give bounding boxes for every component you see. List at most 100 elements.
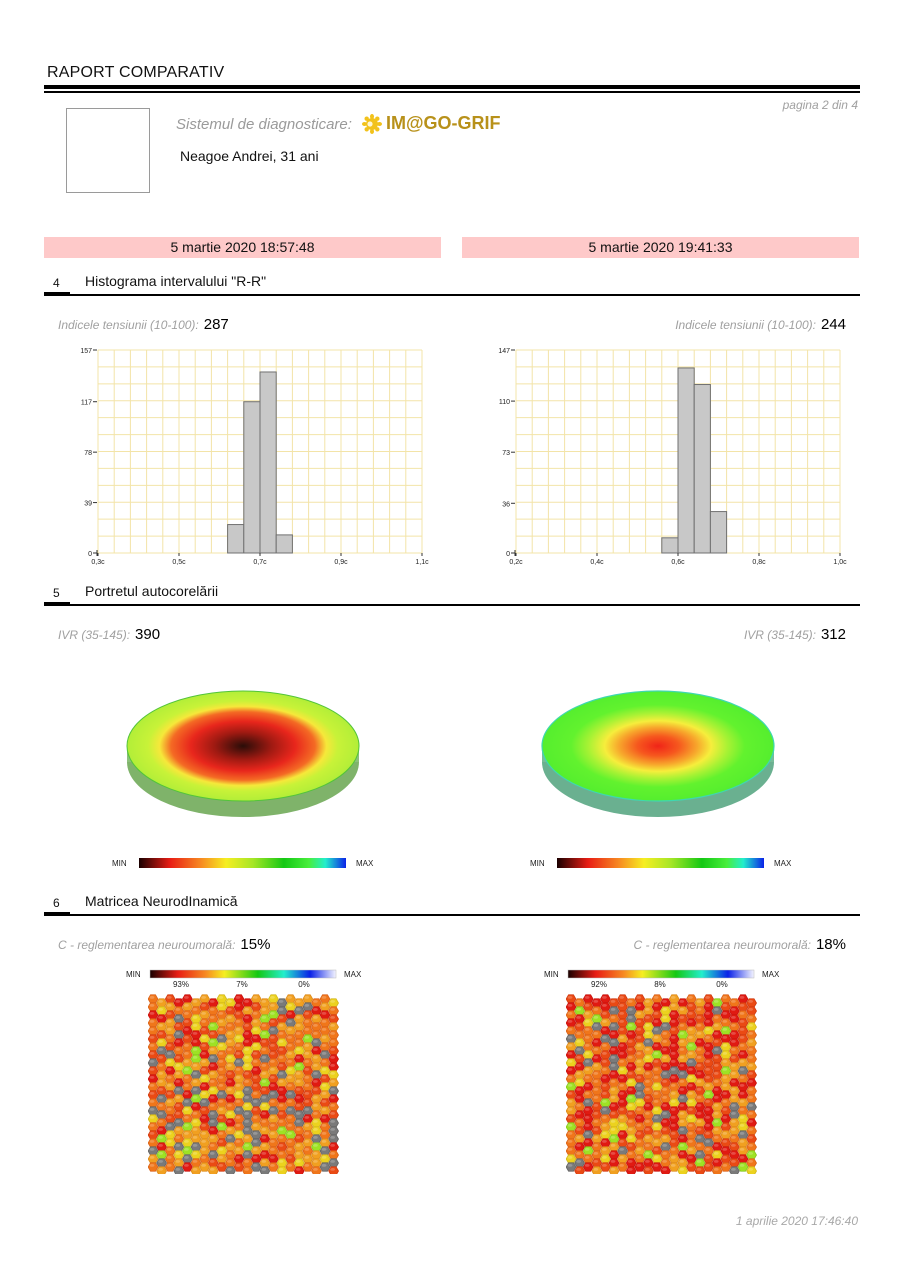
matrix-cell-highlight <box>218 1012 224 1015</box>
matrix-cell-highlight <box>567 1068 573 1071</box>
matrix-cell <box>677 1134 689 1144</box>
matrix-cell-highlight <box>287 1012 292 1015</box>
matrix-cell-highlight <box>313 1096 318 1099</box>
matrix-cell <box>591 1070 603 1080</box>
matrix-cell <box>643 1046 654 1056</box>
matrix-cell <box>617 1066 628 1076</box>
matrix-cell <box>328 1118 339 1128</box>
matrix-cell <box>302 1002 314 1012</box>
matrix-cell <box>600 1066 611 1076</box>
matrix-cell-highlight <box>584 1004 590 1007</box>
matrix-cell-highlight <box>149 996 155 999</box>
matrix-cell-highlight <box>688 1044 693 1047</box>
matrix-cell-highlight <box>748 1080 753 1083</box>
matrix-cell <box>677 1014 689 1024</box>
matrix-cell-highlight <box>679 1032 685 1035</box>
matrix-cell <box>694 1046 706 1056</box>
matrix-cell-highlight <box>610 1032 616 1035</box>
matrix-cell-highlight <box>696 1112 702 1115</box>
matrix-cell-highlight <box>313 1000 318 1003</box>
matrix-cell <box>225 1054 236 1064</box>
matrix-cell <box>566 1010 577 1020</box>
matrix-cell <box>694 1118 706 1128</box>
matrix-cell <box>600 1130 611 1140</box>
matrix-cell-highlight <box>722 1004 728 1007</box>
matrix-cell <box>625 1166 637 1174</box>
matrix-cell-highlight <box>330 1016 335 1019</box>
x-tick-label: 0,2c <box>509 559 523 566</box>
matrix-cell-highlight <box>602 1036 607 1039</box>
matrix-cell-highlight <box>158 1160 163 1163</box>
matrix-cell-highlight <box>688 1164 693 1167</box>
matrix-cell-highlight <box>321 1084 327 1087</box>
matrix-cell-highlight <box>688 1084 693 1087</box>
matrix-cell-highlight <box>636 1076 642 1079</box>
matrix-cell <box>582 1010 594 1020</box>
matrix-cell-highlight <box>567 1012 573 1015</box>
matrix-cell <box>711 1142 723 1152</box>
matrix-cell <box>182 1122 193 1132</box>
matrix-cell-highlight <box>713 1048 719 1051</box>
matrix-cell <box>302 1082 314 1092</box>
matrix-cell <box>259 1086 271 1096</box>
matrix-cell <box>634 1122 646 1132</box>
matrix-cell-highlight <box>602 1060 607 1063</box>
matrix-cell <box>591 1118 603 1128</box>
matrix-cell <box>574 1030 585 1040</box>
matrix-cell <box>668 1002 680 1012</box>
matrix-cell <box>268 1074 279 1084</box>
matrix-cell-highlight <box>227 1120 232 1123</box>
autocorrelation-disc-left <box>126 690 360 817</box>
matrix-cell-highlight <box>218 1140 224 1143</box>
matrix-cell <box>311 1038 322 1048</box>
matrix-cell-highlight <box>567 1148 573 1151</box>
matrix-cell <box>164 1114 176 1124</box>
matrix-cell <box>276 1158 288 1168</box>
matrix-cell-highlight <box>184 1100 189 1103</box>
matrix-cell <box>668 1026 680 1036</box>
matrix-cell <box>617 994 628 1004</box>
matrix-cell <box>677 1094 689 1104</box>
matrix-cell <box>660 1022 671 1032</box>
matrix-cell-highlight <box>209 1008 215 1011</box>
matrix-cell <box>625 1102 637 1112</box>
matrix-cell-highlight <box>158 1032 163 1035</box>
x-tick-label: 0,5c <box>172 559 186 566</box>
matrix-cell <box>737 1058 749 1068</box>
matrix-cell-highlight <box>158 1056 163 1059</box>
matrix-cell <box>668 1162 680 1172</box>
matrix-cell <box>182 1154 193 1164</box>
matrix-cell <box>156 1062 167 1072</box>
matrix-cell <box>225 1046 236 1056</box>
matrix-cell <box>729 1046 740 1056</box>
matrix-cell <box>311 1150 322 1160</box>
matrix-cell <box>328 1102 339 1112</box>
matrix-cell <box>643 1022 654 1032</box>
matrix-cell <box>737 1042 749 1052</box>
matrix-cell <box>608 1110 620 1120</box>
matrix-cell <box>156 1126 167 1136</box>
matrix-cell-highlight <box>584 1044 590 1047</box>
matrix-cell-highlight <box>184 1068 189 1071</box>
matrix-cell-highlight <box>602 1164 607 1167</box>
matrix-cell-highlight <box>688 1124 693 1127</box>
matrix-cell-highlight <box>209 1016 215 1019</box>
matrix-cell-highlight <box>619 1012 624 1015</box>
matrix-cell-highlight <box>722 1164 728 1167</box>
matrix-cell <box>608 1166 620 1174</box>
matrix-cell-highlight <box>696 1144 702 1147</box>
matrix-cell <box>328 1166 339 1174</box>
matrix-cell-highlight <box>679 1160 685 1163</box>
matrix-cell-highlight <box>287 996 292 999</box>
matrix-cell <box>617 1010 628 1020</box>
matrix-cell <box>634 1106 646 1116</box>
matrix-cell-highlight <box>175 1032 181 1035</box>
matrix-cell <box>276 1054 288 1064</box>
matrix-cell <box>720 1042 732 1052</box>
tension-index-left: Indicele tensiunii (10-100): 287 <box>58 316 229 333</box>
matrix-cell-highlight <box>270 1148 275 1151</box>
matrix-cell <box>703 1034 714 1044</box>
matrix-cell-highlight <box>610 1016 616 1019</box>
matrix-cell-highlight <box>175 1040 181 1043</box>
matrix-cell-highlight <box>722 1100 728 1103</box>
